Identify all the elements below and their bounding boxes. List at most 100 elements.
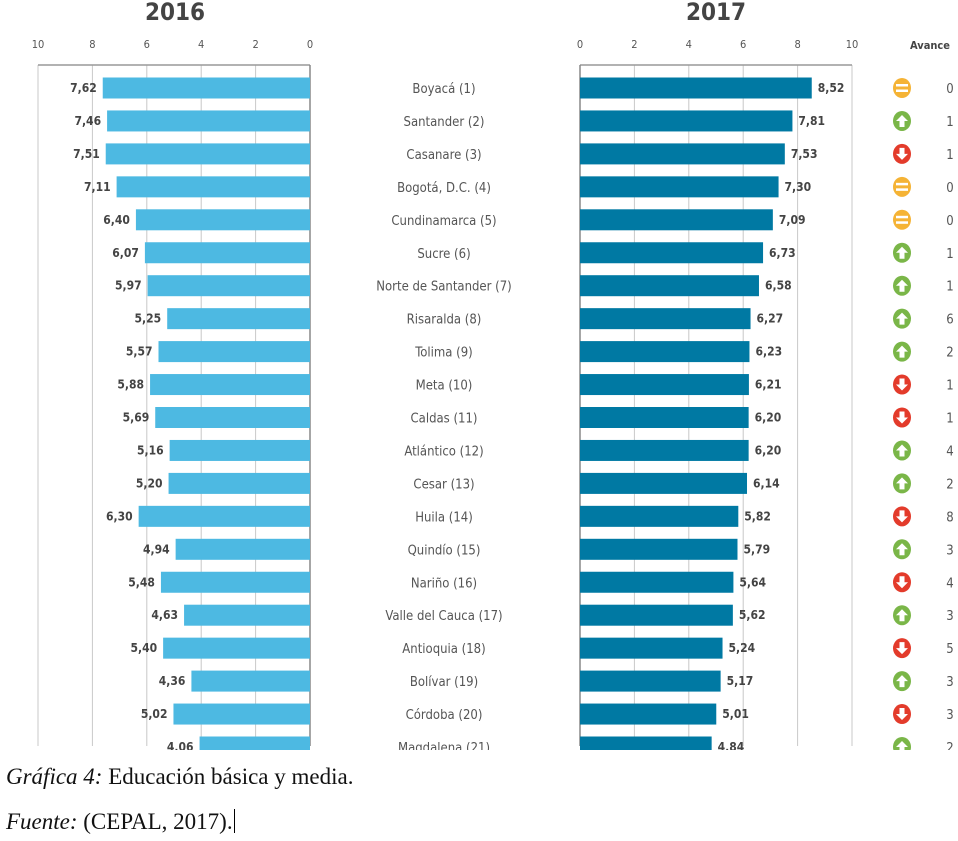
arrow-up-icon <box>896 312 908 325</box>
data-label-2017: 5,82 <box>744 509 771 523</box>
category-label: Meta (10) <box>416 379 473 394</box>
x-tick-label-2017: 6 <box>740 38 746 51</box>
data-label-2016: 7,62 <box>70 81 97 95</box>
bar-2017 <box>580 670 721 692</box>
avance-value: 3 <box>946 543 953 558</box>
avance-equal-icon <box>893 176 911 197</box>
bar-2017 <box>580 143 785 165</box>
bar-2017 <box>580 242 764 264</box>
arrow-down-icon <box>896 576 908 589</box>
bar-2017 <box>580 209 773 231</box>
source-label: Fuente: <box>6 809 78 834</box>
bar-2017 <box>580 374 749 396</box>
equal-sign-icon <box>896 221 908 224</box>
bar-2016 <box>155 407 310 428</box>
bar-2016 <box>102 77 311 99</box>
figure-caption: Gráfica 4: Educación básica y media. <box>6 764 353 790</box>
bar-2016 <box>175 538 310 560</box>
arrow-up-icon <box>896 675 908 688</box>
avance-value: 1 <box>946 247 953 262</box>
data-label-2016: 7,11 <box>84 180 111 194</box>
x-tick-label-2016: 6 <box>144 38 150 51</box>
category-label: Quindío (15) <box>408 543 481 558</box>
bar-2016 <box>168 472 310 494</box>
arrow-up-icon <box>896 114 908 127</box>
avance-value: 6 <box>946 313 953 328</box>
data-label-2016: 7,46 <box>74 114 101 128</box>
data-label-2016: 5,02 <box>141 707 168 721</box>
bar-2017 <box>580 110 793 132</box>
arrow-up-icon <box>896 246 908 259</box>
avance-value: 4 <box>946 576 953 591</box>
data-label-2017: 5,17 <box>727 674 754 688</box>
caption-label: Gráfica 4: <box>6 764 103 789</box>
avance-value: 8 <box>946 510 953 525</box>
bar-2016 <box>138 505 310 527</box>
data-label-2016: 5,16 <box>137 443 164 457</box>
bar-2017 <box>580 341 750 363</box>
data-label-2017: 8,52 <box>818 81 845 95</box>
category-label: Sucre (6) <box>417 247 470 262</box>
arrow-down-icon <box>896 411 908 424</box>
avance-value: 4 <box>946 444 953 459</box>
data-label-2016: 5,48 <box>128 575 155 589</box>
x-tick-label-2016: 10 <box>32 38 45 51</box>
category-label: Boyacá (1) <box>412 82 475 97</box>
data-label-2016: 6,07 <box>112 246 139 260</box>
bar-2017 <box>580 472 748 494</box>
figure-source: Fuente: (CEPAL, 2017). <box>6 809 235 835</box>
category-label: Casanare (3) <box>406 148 481 163</box>
x-tick-label-2016: 8 <box>89 38 95 51</box>
x-tick-label-2017: 10 <box>846 38 859 51</box>
category-label: Magdalena (21) <box>398 741 490 750</box>
x-tick-label-2016: 2 <box>252 38 258 51</box>
category-label: Valle del Cauca (17) <box>385 609 502 624</box>
avance-value: 5 <box>946 642 953 657</box>
data-label-2016: 5,88 <box>117 378 144 392</box>
bar-2016 <box>144 242 310 264</box>
data-label-2017: 4,84 <box>718 740 745 750</box>
data-label-2017: 5,79 <box>743 542 770 556</box>
bar-2017 <box>580 538 738 560</box>
panel-title-2016: 2016 <box>145 0 205 26</box>
equal-sign-icon <box>896 84 908 87</box>
arrow-down-icon <box>896 642 908 655</box>
equal-sign-icon <box>896 215 908 219</box>
avance-value: 3 <box>946 708 953 723</box>
equal-sign-icon <box>896 89 908 92</box>
bar-2016 <box>199 736 310 750</box>
bar-2017 <box>580 275 759 297</box>
category-label: Antioquia (18) <box>402 642 485 657</box>
avance-value: 1 <box>946 148 953 163</box>
bar-2017 <box>580 637 723 659</box>
avance-value: 2 <box>946 741 953 750</box>
bar-2016 <box>163 637 310 659</box>
avance-value: 1 <box>946 280 953 295</box>
arrow-down-icon <box>896 147 908 160</box>
category-label: Atlántico (12) <box>404 444 483 459</box>
panel-title-2017: 2017 <box>686 0 746 26</box>
bar-2016 <box>184 604 310 626</box>
data-label-2017: 7,53 <box>791 147 818 161</box>
bar-2017 <box>580 407 749 428</box>
data-label-2016: 6,30 <box>106 509 133 523</box>
arrow-down-icon <box>896 510 908 523</box>
arrow-up-icon <box>896 345 908 358</box>
arrow-down-icon <box>896 378 908 391</box>
bar-2016 <box>167 308 310 330</box>
data-label-2016: 4,94 <box>143 542 170 556</box>
bar-2017 <box>580 571 734 593</box>
data-label-2017: 7,30 <box>785 180 812 194</box>
data-label-2016: 7,51 <box>73 147 100 161</box>
avance-equal-icon <box>893 78 911 98</box>
data-label-2017: 6,14 <box>753 476 780 490</box>
category-label: Norte de Santander (7) <box>376 280 511 295</box>
bar-2016 <box>158 341 310 363</box>
bar-2017 <box>580 308 751 330</box>
avance-value: 0 <box>946 82 953 97</box>
avance-value: 2 <box>946 477 953 492</box>
x-tick-label-2017: 2 <box>631 38 637 51</box>
data-label-2016: 5,20 <box>136 476 163 490</box>
category-label: Risaralda (8) <box>407 313 482 328</box>
